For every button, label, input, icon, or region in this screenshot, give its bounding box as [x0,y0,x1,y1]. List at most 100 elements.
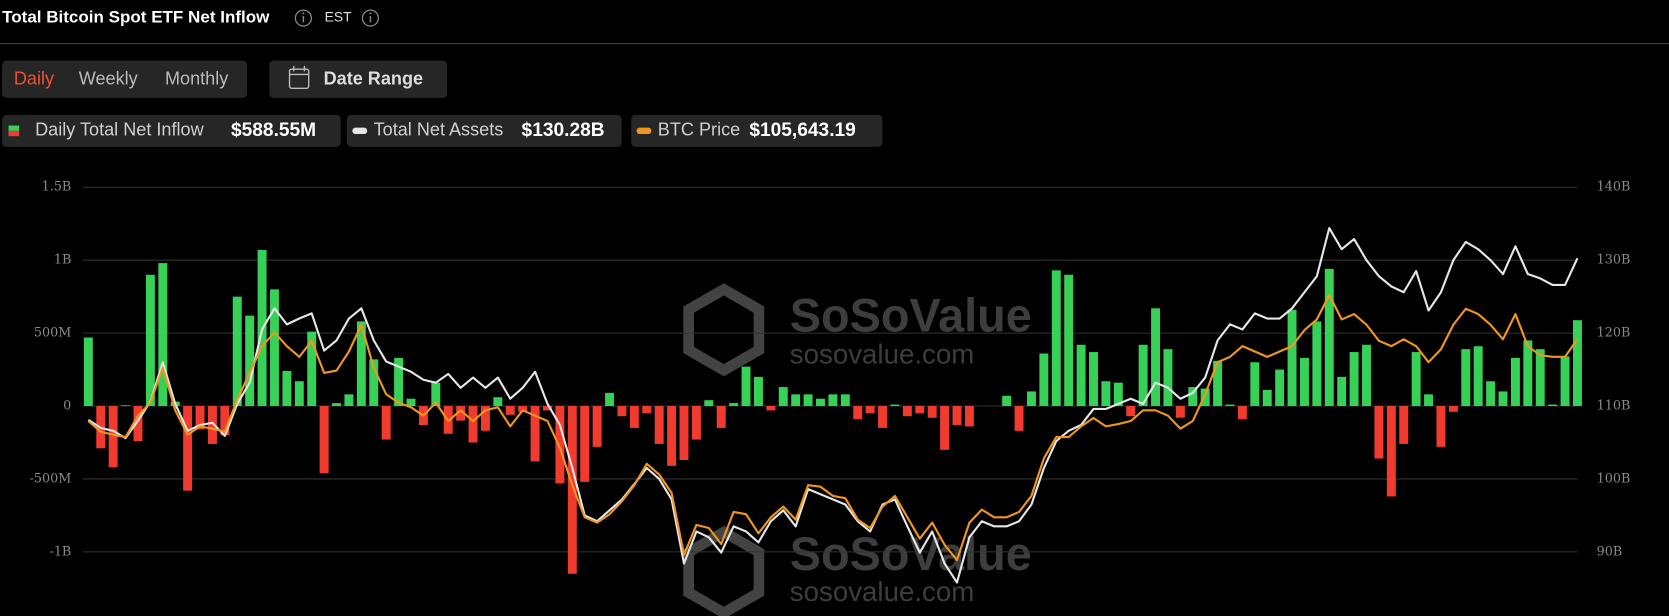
bar [1337,376,1347,407]
bar [1101,381,1111,407]
bar [853,406,863,420]
bar [183,406,193,491]
bar [1200,388,1210,407]
bar [108,406,118,468]
bar [667,406,677,466]
bar [1237,406,1247,420]
bar [282,371,292,407]
bar [1510,357,1520,407]
bar [890,404,900,407]
date-range-button[interactable] [269,60,448,98]
bar [232,296,242,407]
bar [778,387,788,407]
line [87,293,1579,562]
bar [1113,382,1123,407]
bar [1064,274,1074,407]
bar [1225,404,1235,407]
bar [1461,349,1471,407]
bar [1026,391,1036,407]
bar [1399,406,1409,444]
bar [1523,340,1533,407]
info-icon[interactable] [361,9,380,27]
bar [158,263,168,407]
bar [865,406,875,414]
bar [1498,391,1508,407]
bar [679,406,689,460]
bar [791,394,801,407]
bar [952,406,962,425]
legend-icon [636,127,652,135]
bar [927,406,937,418]
date-range-label[interactable]: Date Range [324,69,423,89]
bar [691,406,701,440]
bar [121,405,131,407]
bar [940,406,950,450]
bar [964,406,974,427]
bar [828,394,838,407]
bar [1262,389,1272,407]
y2-tick-label: 140B [1597,180,1631,195]
bar [1250,362,1260,407]
tab[interactable]: Weekly [79,69,138,89]
watermark-url: sosovalue.com [790,576,975,607]
bar [1188,387,1198,407]
bar [356,321,366,407]
bar [1126,406,1136,417]
y-tick-label: 0 [63,399,71,414]
y2-tick-label: 100B [1597,471,1631,486]
bar [642,406,652,414]
bar [1002,395,1012,407]
legend-chip[interactable] [2,114,341,147]
bar [1175,406,1185,418]
bar [1424,394,1434,407]
bar [1014,406,1024,431]
bar [332,403,342,407]
bar [344,394,354,407]
bar [555,406,565,484]
legend-chip[interactable] [346,114,622,147]
bar [741,366,751,407]
tab-group [2,60,247,98]
bar [1436,406,1446,447]
y-tick-label: 1.5B [42,180,72,195]
y-tick-label: -1B [50,544,72,559]
bar [307,331,317,407]
bar [319,406,329,474]
bar [803,394,813,407]
bar [816,398,825,407]
tab[interactable]: Monthly [165,69,228,89]
bar [1486,381,1496,407]
bar [1163,349,1173,407]
bar [1275,369,1285,407]
bar [629,406,639,428]
bar [1349,352,1359,407]
bar [1560,356,1570,407]
bar [1572,320,1582,407]
bar [902,406,912,417]
y2-tick-label: 130B [1597,253,1631,268]
y2-tick-label: 90B [1597,544,1623,559]
watermark-brand: SoSoValue [790,290,1032,342]
bar [766,406,776,411]
tab[interactable]: Daily [14,69,54,89]
legend-value: $588.55M [231,120,316,141]
bar [245,315,255,407]
bar [716,406,726,428]
info-icon[interactable] [294,9,312,27]
legend-chip[interactable] [631,114,883,147]
bar [394,357,404,407]
bar [518,406,528,412]
bar [654,406,664,444]
bar [431,382,441,407]
bar [580,406,590,482]
bar [617,406,627,417]
bar [207,406,217,444]
bar [406,398,416,407]
bar [1039,353,1049,407]
bar [1374,406,1384,459]
bar [530,406,540,462]
bar [1411,352,1421,407]
bar [83,337,93,407]
bar [704,400,714,407]
